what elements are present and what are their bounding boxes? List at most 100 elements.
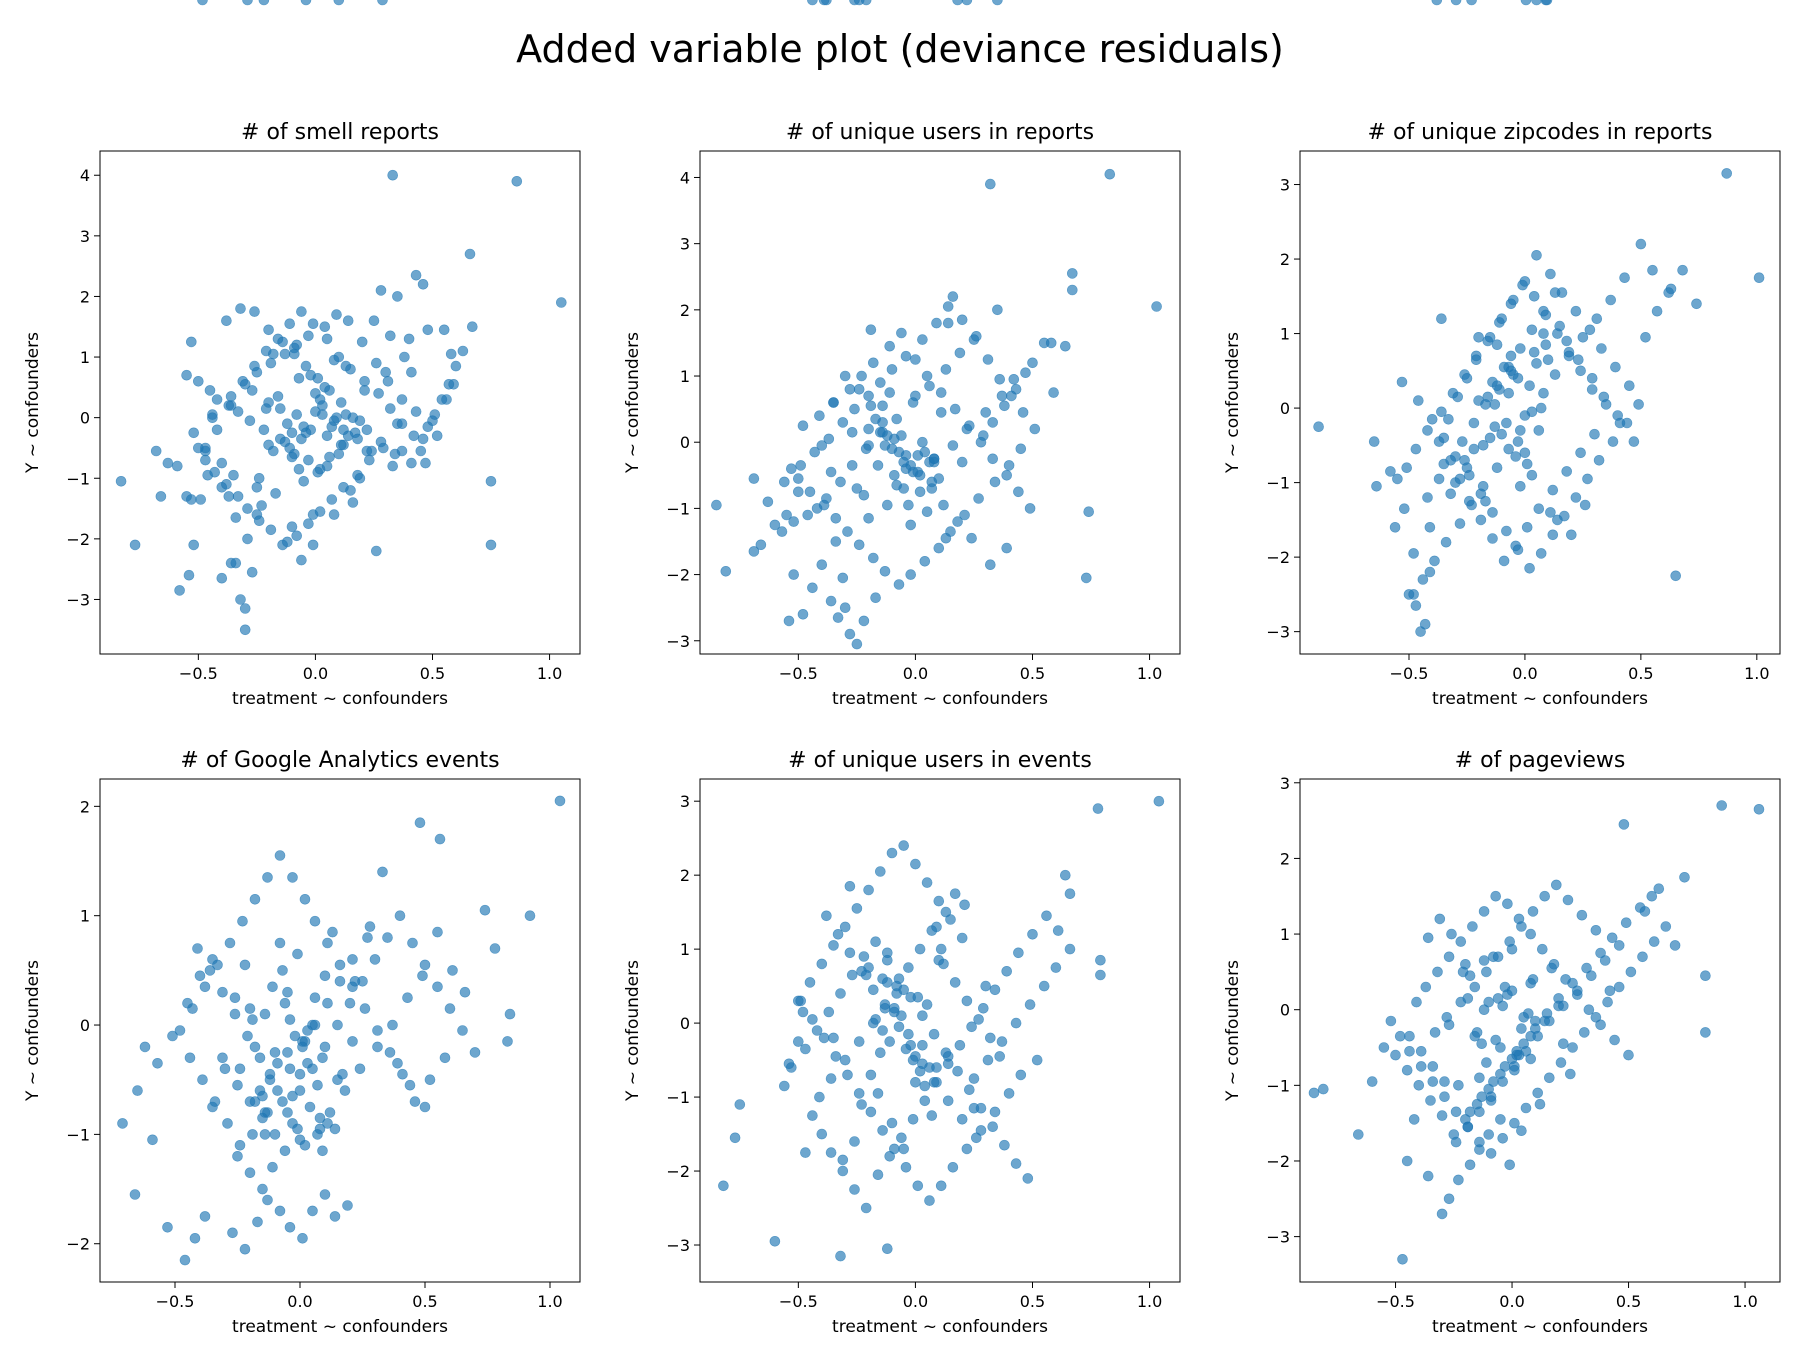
scatter-point — [342, 315, 354, 327]
scatter-point — [129, 1189, 141, 1200]
scatter-point — [354, 1063, 366, 1075]
scatter-point — [1401, 462, 1412, 474]
scatter-point — [903, 499, 914, 511]
scatter-point — [219, 1063, 231, 1075]
x-axis-label: treatment ~ confounders — [232, 1317, 448, 1337]
scatter-point — [1478, 906, 1490, 917]
scatter-point — [1015, 443, 1027, 455]
scatter-point — [1554, 320, 1565, 332]
scatter-point — [1443, 1193, 1455, 1205]
scatter-point — [748, 546, 760, 557]
scatter-point — [903, 962, 914, 973]
scatter-point — [1520, 1102, 1532, 1114]
scatter-point — [1469, 1030, 1481, 1042]
scatter-point — [1480, 495, 1491, 507]
scatter-point — [247, 1129, 258, 1140]
scatter-point — [1525, 1030, 1536, 1042]
scatter-point — [830, 1051, 842, 1062]
scatter-point — [253, 472, 265, 484]
scatter-point — [1544, 1072, 1555, 1084]
scatter-point — [377, 866, 388, 878]
scatter-point — [296, 554, 307, 566]
scatter-point — [977, 1002, 989, 1014]
scatter-point — [207, 1101, 218, 1113]
scatter-point — [1528, 346, 1540, 358]
scatter-point — [334, 975, 346, 987]
scatter-point — [1371, 480, 1382, 492]
scatter-point — [298, 475, 310, 487]
scatter-point — [511, 176, 523, 187]
scatter-point — [933, 542, 945, 554]
scatter-point — [984, 559, 996, 571]
scatter-point — [181, 491, 192, 502]
scatter-point — [319, 1189, 331, 1200]
scatter-point — [329, 1123, 341, 1135]
scatter-point — [1515, 343, 1526, 354]
scatter-point — [1003, 1088, 1015, 1099]
scatter-point — [1555, 1057, 1567, 1068]
axes-frame — [699, 778, 1181, 1283]
scatter-point — [1481, 966, 1492, 978]
scatter-point — [321, 333, 333, 345]
scatter-point — [903, 1028, 914, 1040]
y-tick-label: 3 — [1280, 176, 1290, 195]
scatter-point — [1660, 921, 1672, 932]
scatter-point — [419, 959, 431, 971]
scatter-point — [1623, 1049, 1634, 1061]
scatter-point — [1496, 428, 1507, 440]
scatter-point — [919, 1080, 931, 1092]
scatter-point — [382, 375, 394, 387]
scatter-point — [382, 932, 393, 943]
scatter-point — [1308, 1087, 1320, 1099]
scatter-point — [1439, 1076, 1450, 1087]
y-tick-label: 0 — [80, 409, 90, 428]
y-tick-label: −3 — [666, 632, 690, 651]
scatter-point — [223, 491, 235, 502]
scatter-point — [1484, 432, 1496, 444]
scatter-point — [1499, 981, 1511, 993]
y-axis-label: Y ~ confounders — [623, 960, 643, 1102]
scatter-point — [1546, 962, 1557, 974]
scatter-point — [900, 1162, 912, 1173]
scatter-point — [1516, 1023, 1527, 1034]
scatter-point — [1422, 932, 1434, 944]
scatter-point — [249, 306, 260, 317]
scatter-point — [884, 340, 896, 352]
scatter-point — [457, 1025, 468, 1036]
scatter-point — [1151, 301, 1162, 312]
scatter-point — [422, 324, 434, 336]
scatter-point — [1521, 458, 1533, 470]
scatter-point — [303, 518, 314, 530]
scatter-point — [1586, 970, 1597, 982]
scatter-point — [910, 354, 921, 365]
scatter-point — [921, 506, 933, 518]
scatter-point — [928, 1028, 940, 1040]
scatter-point — [1531, 358, 1542, 369]
scatter-point — [844, 947, 856, 959]
scatter-point — [1378, 1042, 1390, 1053]
scatter-point — [919, 555, 931, 567]
y-tick-label: 2 — [680, 866, 690, 885]
scatter-point — [1753, 272, 1765, 284]
scatter-point — [272, 1058, 283, 1069]
scatter-point — [853, 1088, 865, 1099]
x-tick-label: 0.5 — [412, 1292, 437, 1311]
scatter-point — [284, 1014, 296, 1025]
scatter-point — [1457, 436, 1468, 447]
scatter-point — [1539, 1015, 1550, 1027]
y-tick-label: 2 — [1280, 250, 1290, 269]
scatter-point — [300, 0, 312, 6]
scatter-point — [1532, 1087, 1543, 1099]
scatter-point — [1020, 367, 1031, 379]
scatter-point — [1434, 913, 1446, 925]
scatter-point — [1545, 507, 1556, 518]
scatter-point — [963, 1084, 975, 1095]
scatter-point — [1499, 1061, 1511, 1072]
x-tick-label: 0.0 — [903, 1292, 928, 1311]
scatter-point — [1404, 1030, 1415, 1042]
scatter-points — [711, 0, 1162, 650]
scatter-point — [785, 463, 797, 475]
scatter-point — [931, 921, 942, 933]
scatter-point — [982, 354, 994, 365]
scatter-point — [828, 940, 839, 951]
